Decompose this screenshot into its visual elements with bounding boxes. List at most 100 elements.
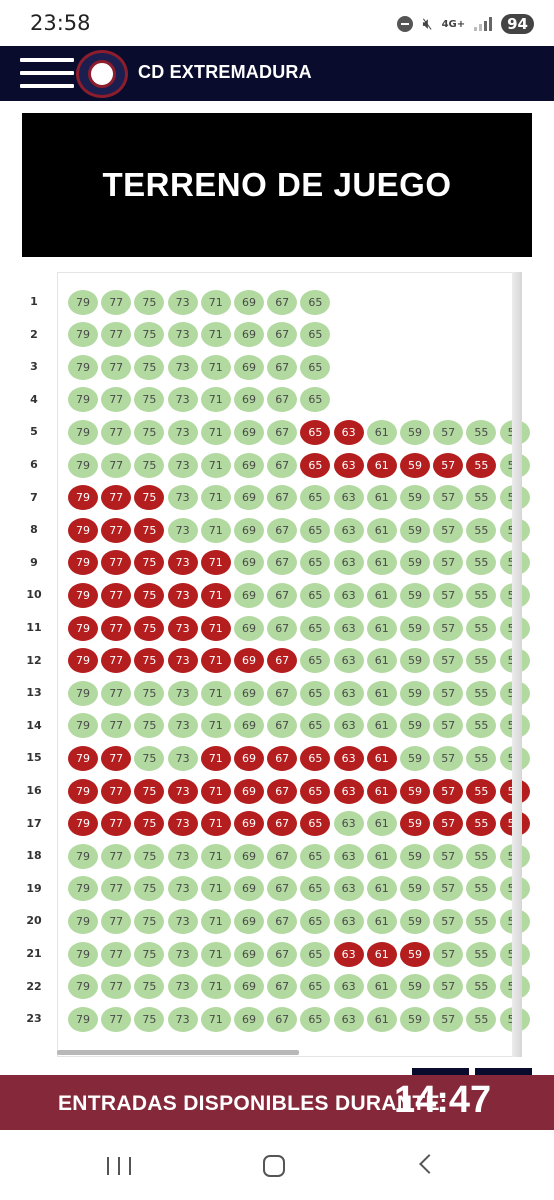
seat-available[interactable]: 71 bbox=[200, 354, 231, 380]
seat-sold[interactable]: 63 bbox=[333, 941, 364, 967]
seat-sold[interactable]: 69 bbox=[234, 648, 264, 674]
seat-available[interactable]: 65 bbox=[300, 908, 331, 934]
recents-button[interactable] bbox=[107, 1157, 131, 1175]
seat-available[interactable]: 65 bbox=[300, 876, 331, 902]
seat-available[interactable]: 61 bbox=[366, 550, 397, 576]
seat-available[interactable]: 75 bbox=[134, 419, 165, 445]
seat-available[interactable]: 75 bbox=[134, 713, 165, 739]
seat-sold[interactable]: 77 bbox=[101, 582, 132, 608]
seat-available[interactable]: 67 bbox=[267, 615, 298, 641]
seat-sold[interactable]: 67 bbox=[267, 811, 298, 837]
seat-available[interactable]: 57 bbox=[433, 713, 464, 739]
seat-available[interactable]: 57 bbox=[433, 1006, 464, 1032]
seat-sold[interactable]: 57 bbox=[433, 452, 464, 478]
seat-sold[interactable]: 79 bbox=[68, 550, 98, 576]
seat-sold[interactable]: 61 bbox=[366, 745, 397, 771]
seat-available[interactable]: 67 bbox=[267, 485, 298, 511]
seat-sold[interactable]: 65 bbox=[300, 745, 331, 771]
seat-sold[interactable]: 77 bbox=[101, 485, 132, 511]
seat-sold[interactable]: 75 bbox=[134, 550, 165, 576]
seat-available[interactable]: 67 bbox=[267, 419, 298, 445]
seat-sold[interactable]: 77 bbox=[101, 615, 132, 641]
seat-available[interactable]: 75 bbox=[134, 876, 165, 902]
seat-available[interactable]: 61 bbox=[366, 908, 397, 934]
seat-available[interactable]: 61 bbox=[366, 876, 397, 902]
seat-sold[interactable]: 55 bbox=[466, 778, 497, 804]
seat-available[interactable]: 67 bbox=[267, 452, 298, 478]
seat-available[interactable]: 59 bbox=[400, 419, 430, 445]
seat-sold[interactable]: 75 bbox=[134, 517, 165, 543]
seat-available[interactable]: 55 bbox=[466, 745, 497, 771]
seat-available[interactable]: 59 bbox=[400, 550, 430, 576]
seat-available[interactable]: 73 bbox=[167, 322, 198, 348]
seat-sold[interactable]: 73 bbox=[167, 550, 198, 576]
seat-available[interactable]: 79 bbox=[68, 289, 98, 315]
seat-sold[interactable]: 55 bbox=[466, 811, 497, 837]
seat-available[interactable]: 79 bbox=[68, 908, 98, 934]
seat-available[interactable]: 55 bbox=[466, 843, 497, 869]
seat-available[interactable]: 69 bbox=[234, 713, 264, 739]
seat-available[interactable]: 75 bbox=[134, 941, 165, 967]
seat-available[interactable]: 67 bbox=[267, 354, 298, 380]
seat-available[interactable]: 69 bbox=[234, 485, 264, 511]
seat-available[interactable]: 61 bbox=[366, 680, 397, 706]
seat-available[interactable]: 63 bbox=[333, 680, 364, 706]
seat-sold[interactable]: 63 bbox=[333, 419, 364, 445]
seat-available[interactable]: 79 bbox=[68, 354, 98, 380]
seat-available[interactable]: 61 bbox=[366, 615, 397, 641]
seat-sold[interactable]: 71 bbox=[200, 648, 231, 674]
seat-available[interactable]: 63 bbox=[333, 648, 364, 674]
seat-available[interactable]: 69 bbox=[234, 680, 264, 706]
seat-available[interactable]: 59 bbox=[400, 648, 430, 674]
seat-available[interactable]: 57 bbox=[433, 974, 464, 1000]
seat-available[interactable]: 65 bbox=[300, 843, 331, 869]
seat-available[interactable]: 59 bbox=[400, 876, 430, 902]
seat-available[interactable]: 71 bbox=[200, 908, 231, 934]
seat-available[interactable]: 77 bbox=[101, 354, 132, 380]
seat-available[interactable]: 71 bbox=[200, 941, 231, 967]
seat-available[interactable]: 73 bbox=[167, 452, 198, 478]
seat-available[interactable]: 67 bbox=[267, 550, 298, 576]
seat-sold[interactable]: 57 bbox=[433, 811, 464, 837]
seat-sold[interactable]: 79 bbox=[68, 811, 98, 837]
seat-available[interactable]: 59 bbox=[400, 615, 430, 641]
seat-available[interactable]: 69 bbox=[234, 387, 264, 413]
seat-available[interactable]: 69 bbox=[234, 452, 264, 478]
seat-sold[interactable]: 77 bbox=[101, 811, 132, 837]
seat-available[interactable]: 79 bbox=[68, 713, 98, 739]
seat-sold[interactable]: 77 bbox=[101, 778, 132, 804]
seat-available[interactable]: 55 bbox=[466, 876, 497, 902]
seat-available[interactable]: 65 bbox=[300, 354, 331, 380]
seat-available[interactable]: 77 bbox=[101, 713, 132, 739]
seat-available[interactable]: 71 bbox=[200, 485, 231, 511]
seat-available[interactable]: 67 bbox=[267, 289, 298, 315]
seat-sold[interactable]: 59 bbox=[400, 452, 430, 478]
seat-available[interactable]: 77 bbox=[101, 1006, 132, 1032]
seat-sold[interactable]: 63 bbox=[333, 778, 364, 804]
seat-sold[interactable]: 75 bbox=[134, 778, 165, 804]
seat-available[interactable]: 57 bbox=[433, 615, 464, 641]
seat-sold[interactable]: 73 bbox=[167, 811, 198, 837]
seat-available[interactable]: 61 bbox=[366, 974, 397, 1000]
seat-available[interactable]: 65 bbox=[300, 1006, 331, 1032]
seat-available[interactable]: 75 bbox=[134, 908, 165, 934]
seat-sold[interactable]: 71 bbox=[200, 811, 231, 837]
seat-available[interactable]: 57 bbox=[433, 680, 464, 706]
seat-available[interactable]: 75 bbox=[134, 745, 165, 771]
seat-available[interactable]: 73 bbox=[167, 713, 198, 739]
seat-available[interactable]: 73 bbox=[167, 289, 198, 315]
seat-sold[interactable]: 63 bbox=[333, 745, 364, 771]
seat-sold[interactable]: 75 bbox=[134, 615, 165, 641]
seat-available[interactable]: 59 bbox=[400, 745, 430, 771]
site-title[interactable]: CD EXTREMADURA bbox=[138, 62, 312, 82]
seat-available[interactable]: 57 bbox=[433, 517, 464, 543]
seat-available[interactable]: 65 bbox=[300, 550, 331, 576]
seat-sold[interactable]: 79 bbox=[68, 615, 98, 641]
seat-available[interactable]: 63 bbox=[333, 713, 364, 739]
seat-sold[interactable]: 73 bbox=[167, 778, 198, 804]
seat-sold[interactable]: 65 bbox=[300, 778, 331, 804]
seat-available[interactable]: 67 bbox=[267, 322, 298, 348]
seat-available[interactable]: 55 bbox=[466, 517, 497, 543]
seat-available[interactable]: 65 bbox=[300, 582, 331, 608]
seat-sold[interactable]: 73 bbox=[167, 582, 198, 608]
